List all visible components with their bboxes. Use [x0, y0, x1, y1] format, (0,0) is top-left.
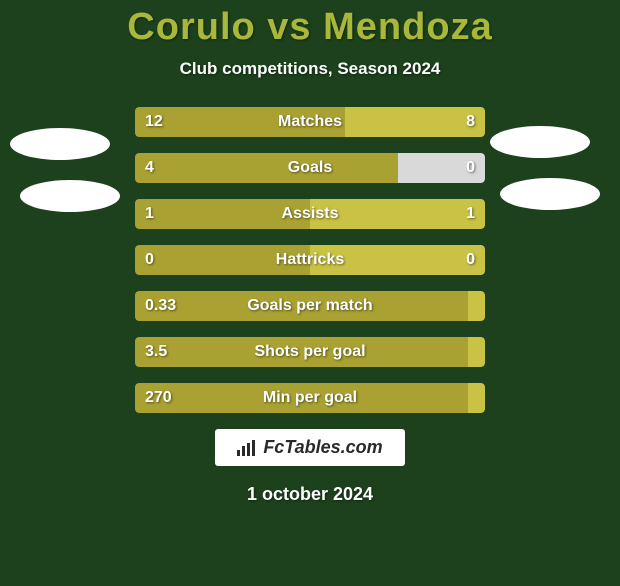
- stat-label: Goals per match: [247, 297, 372, 315]
- stat-value-b: 8: [466, 113, 475, 131]
- stat-label: Hattricks: [276, 251, 344, 269]
- stat-value-b: 0: [466, 159, 475, 177]
- vs-text: vs: [267, 6, 311, 48]
- bar-player-b: [468, 383, 486, 413]
- stat-row: 0 0 Hattricks: [135, 245, 485, 275]
- stat-value-a: 3.5: [145, 343, 167, 361]
- stat-label: Assists: [282, 205, 339, 223]
- stats-area: 12 8 Matches 4 0 Goals 1 1 Assists 0 0 Hattricks 0.3…: [135, 107, 485, 413]
- subtitle: Club competitions, Season 2024: [0, 59, 620, 79]
- avatar-placeholder: [20, 180, 120, 212]
- stat-row: 270 Min per goal: [135, 383, 485, 413]
- watermark-text: FcTables.com: [263, 437, 382, 458]
- stat-value-a: 4: [145, 159, 154, 177]
- avatar-placeholder: [10, 128, 110, 160]
- stat-value-a: 1: [145, 205, 154, 223]
- footer-date: 1 october 2024: [0, 484, 620, 505]
- stat-value-a: 0.33: [145, 297, 176, 315]
- avatar-placeholder: [500, 178, 600, 210]
- watermark: FcTables.com: [0, 429, 620, 466]
- bar-player-b: [468, 337, 486, 367]
- stat-value-a: 270: [145, 389, 172, 407]
- stat-value-a: 12: [145, 113, 163, 131]
- stat-label: Matches: [278, 113, 342, 131]
- stat-row: 4 0 Goals: [135, 153, 485, 183]
- bar-player-b: [345, 107, 485, 137]
- stat-row: 0.33 Goals per match: [135, 291, 485, 321]
- bar-player-a: [135, 153, 398, 183]
- watermark-box: FcTables.com: [215, 429, 404, 466]
- player-b-name: Mendoza: [323, 6, 493, 48]
- page-title: Corulo vs Mendoza: [0, 6, 620, 49]
- stat-value-b: 1: [466, 205, 475, 223]
- chart-icon: [237, 440, 257, 456]
- stat-value-a: 0: [145, 251, 154, 269]
- stat-row: 12 8 Matches: [135, 107, 485, 137]
- avatar-placeholder: [490, 126, 590, 158]
- stat-label: Min per goal: [263, 389, 357, 407]
- stat-row: 1 1 Assists: [135, 199, 485, 229]
- stat-label: Goals: [288, 159, 332, 177]
- stat-row: 3.5 Shots per goal: [135, 337, 485, 367]
- bar-player-b: [468, 291, 486, 321]
- stat-value-b: 0: [466, 251, 475, 269]
- stat-label: Shots per goal: [254, 343, 365, 361]
- player-a-name: Corulo: [127, 6, 255, 48]
